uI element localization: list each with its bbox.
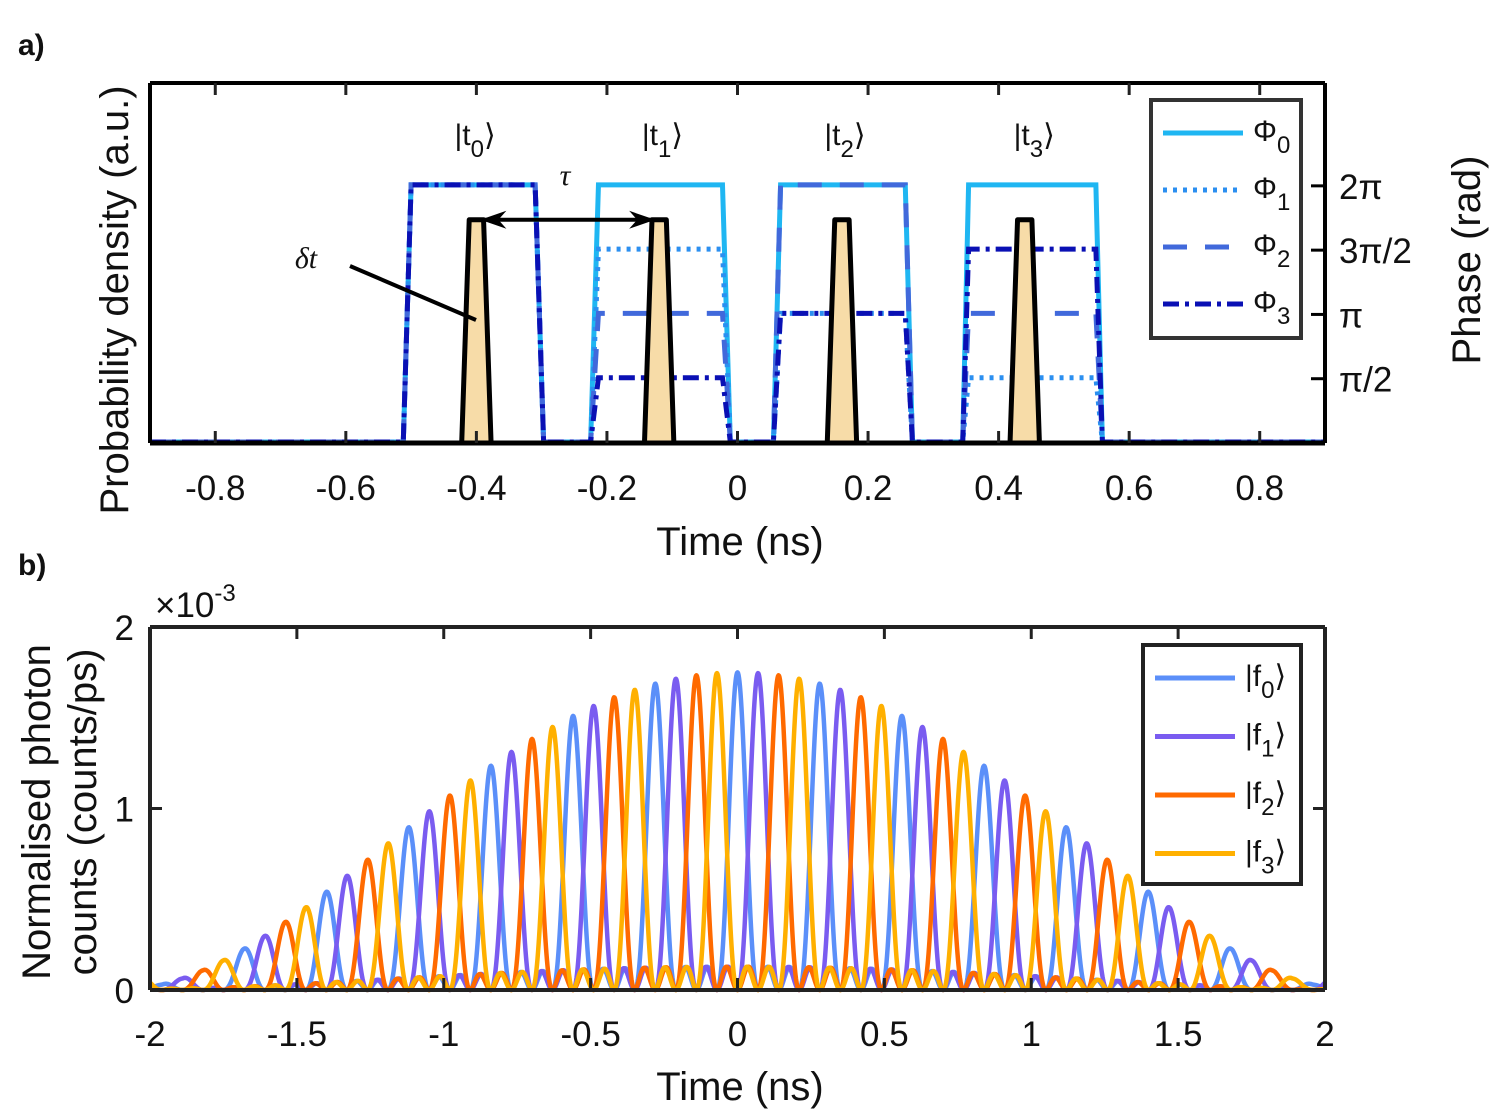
x-tick-label: 0.8 <box>1235 469 1284 508</box>
panel-a-xlabel: Time (ns) <box>656 520 823 564</box>
x-tick-label: 0 <box>728 469 747 508</box>
panel-b-xlabel: Time (ns) <box>656 1065 823 1109</box>
tau-label: τ <box>560 159 572 192</box>
legend-b: |f0⟩ |f1⟩ |f2⟩ |f3⟩ <box>1141 643 1303 886</box>
time-bin-label-1: |t1⟩ <box>642 119 683 163</box>
x-tick-label: -1 <box>428 1015 459 1054</box>
x-tick-label: -0.8 <box>185 469 245 508</box>
delta-t-label: δt <box>295 242 318 275</box>
wavepacket-2 <box>824 217 860 446</box>
x-tick-label: 1.5 <box>1154 1015 1203 1054</box>
legend-box <box>1141 643 1303 886</box>
panel-b-ylabel-line1: Normalised photon <box>15 644 59 980</box>
legend-label-3: |f3⟩ <box>1245 836 1286 880</box>
legend-label-0: |f0⟩ <box>1245 660 1286 704</box>
wavepacket-0 <box>459 217 494 446</box>
x-tick-label: 0.4 <box>974 469 1023 508</box>
arrow-head-left-icon <box>480 210 507 229</box>
y-tick-label-right: π/2 <box>1339 361 1392 400</box>
legend-label-2: |f2⟩ <box>1245 777 1286 821</box>
x-tick-label: -0.4 <box>446 469 506 508</box>
y-multiplier: ×10-3 <box>155 580 236 625</box>
y-tick-label-right: 3π/2 <box>1339 232 1412 271</box>
y-tick-label: 0 <box>115 972 134 1011</box>
x-tick-label: -1.5 <box>267 1015 327 1054</box>
delta-t-pointer <box>349 264 477 322</box>
legend-label-3: Φ3 <box>1253 286 1290 330</box>
x-tick-label: -0.2 <box>577 469 637 508</box>
panel-a-ylabel: Probability density (a.u.) <box>93 85 137 514</box>
phase-line-1 <box>150 182 1325 445</box>
y-tick-label: 2 <box>115 609 134 648</box>
panel-a-ylabel-right: Phase (rad) <box>1445 156 1489 365</box>
time-bin-label-3: |t3⟩ <box>1014 119 1055 163</box>
legend-a: Φ0 Φ1 Φ2 Φ3 <box>1149 98 1303 340</box>
x-tick-label: 0.5 <box>860 1015 909 1054</box>
time-bin-label-2: |t2⟩ <box>824 119 865 163</box>
legend-label-0: Φ0 <box>1253 115 1290 159</box>
panel-a-plot: |t0⟩ |t1⟩ |t2⟩ |t3⟩ τ δt -0.8 -0.6 -0.4 -0.2 0 0.2 0… <box>148 81 1412 508</box>
x-tick-label: -0.5 <box>560 1015 620 1054</box>
y-tick-label-right: π <box>1339 296 1363 335</box>
x-tick-label: 0 <box>728 1015 747 1054</box>
phase-line-3 <box>150 182 1325 445</box>
wavepacket-1 <box>641 217 677 446</box>
legend-box <box>1149 98 1303 340</box>
x-tick-label: 2 <box>1315 1015 1334 1054</box>
x-tick-label: 0.2 <box>844 469 893 508</box>
phase-line-0 <box>150 182 1325 445</box>
y-tick-label-right: 2π <box>1339 168 1383 207</box>
time-bin-label-0: |t0⟩ <box>455 119 496 163</box>
arrow-head-right-icon <box>629 210 656 229</box>
legend-label-2: Φ2 <box>1253 229 1290 273</box>
panel-a-label: a) <box>18 29 45 62</box>
legend-label-1: Φ1 <box>1253 172 1290 216</box>
panel-b-label: b) <box>18 549 46 582</box>
panel-b-plot: -2 -1.5 -1 -0.5 0 0.5 1 1.5 2 0 1 2 |f0⟩ |f1⟩ |f2⟩ |f3⟩ <box>115 609 1335 1054</box>
phase-line-2 <box>150 182 1325 445</box>
x-tick-label: -2 <box>134 1015 165 1054</box>
x-tick-label: 0.6 <box>1105 469 1154 508</box>
panel-b-ylabel-line2: counts (counts/ps) <box>61 649 105 976</box>
legend-label-1: |f1⟩ <box>1245 719 1286 763</box>
x-tick-label: 1 <box>1022 1015 1041 1054</box>
x-tick-label: -0.6 <box>316 469 376 508</box>
wavepacket-3 <box>1007 217 1042 446</box>
y-tick-label: 1 <box>115 791 134 830</box>
